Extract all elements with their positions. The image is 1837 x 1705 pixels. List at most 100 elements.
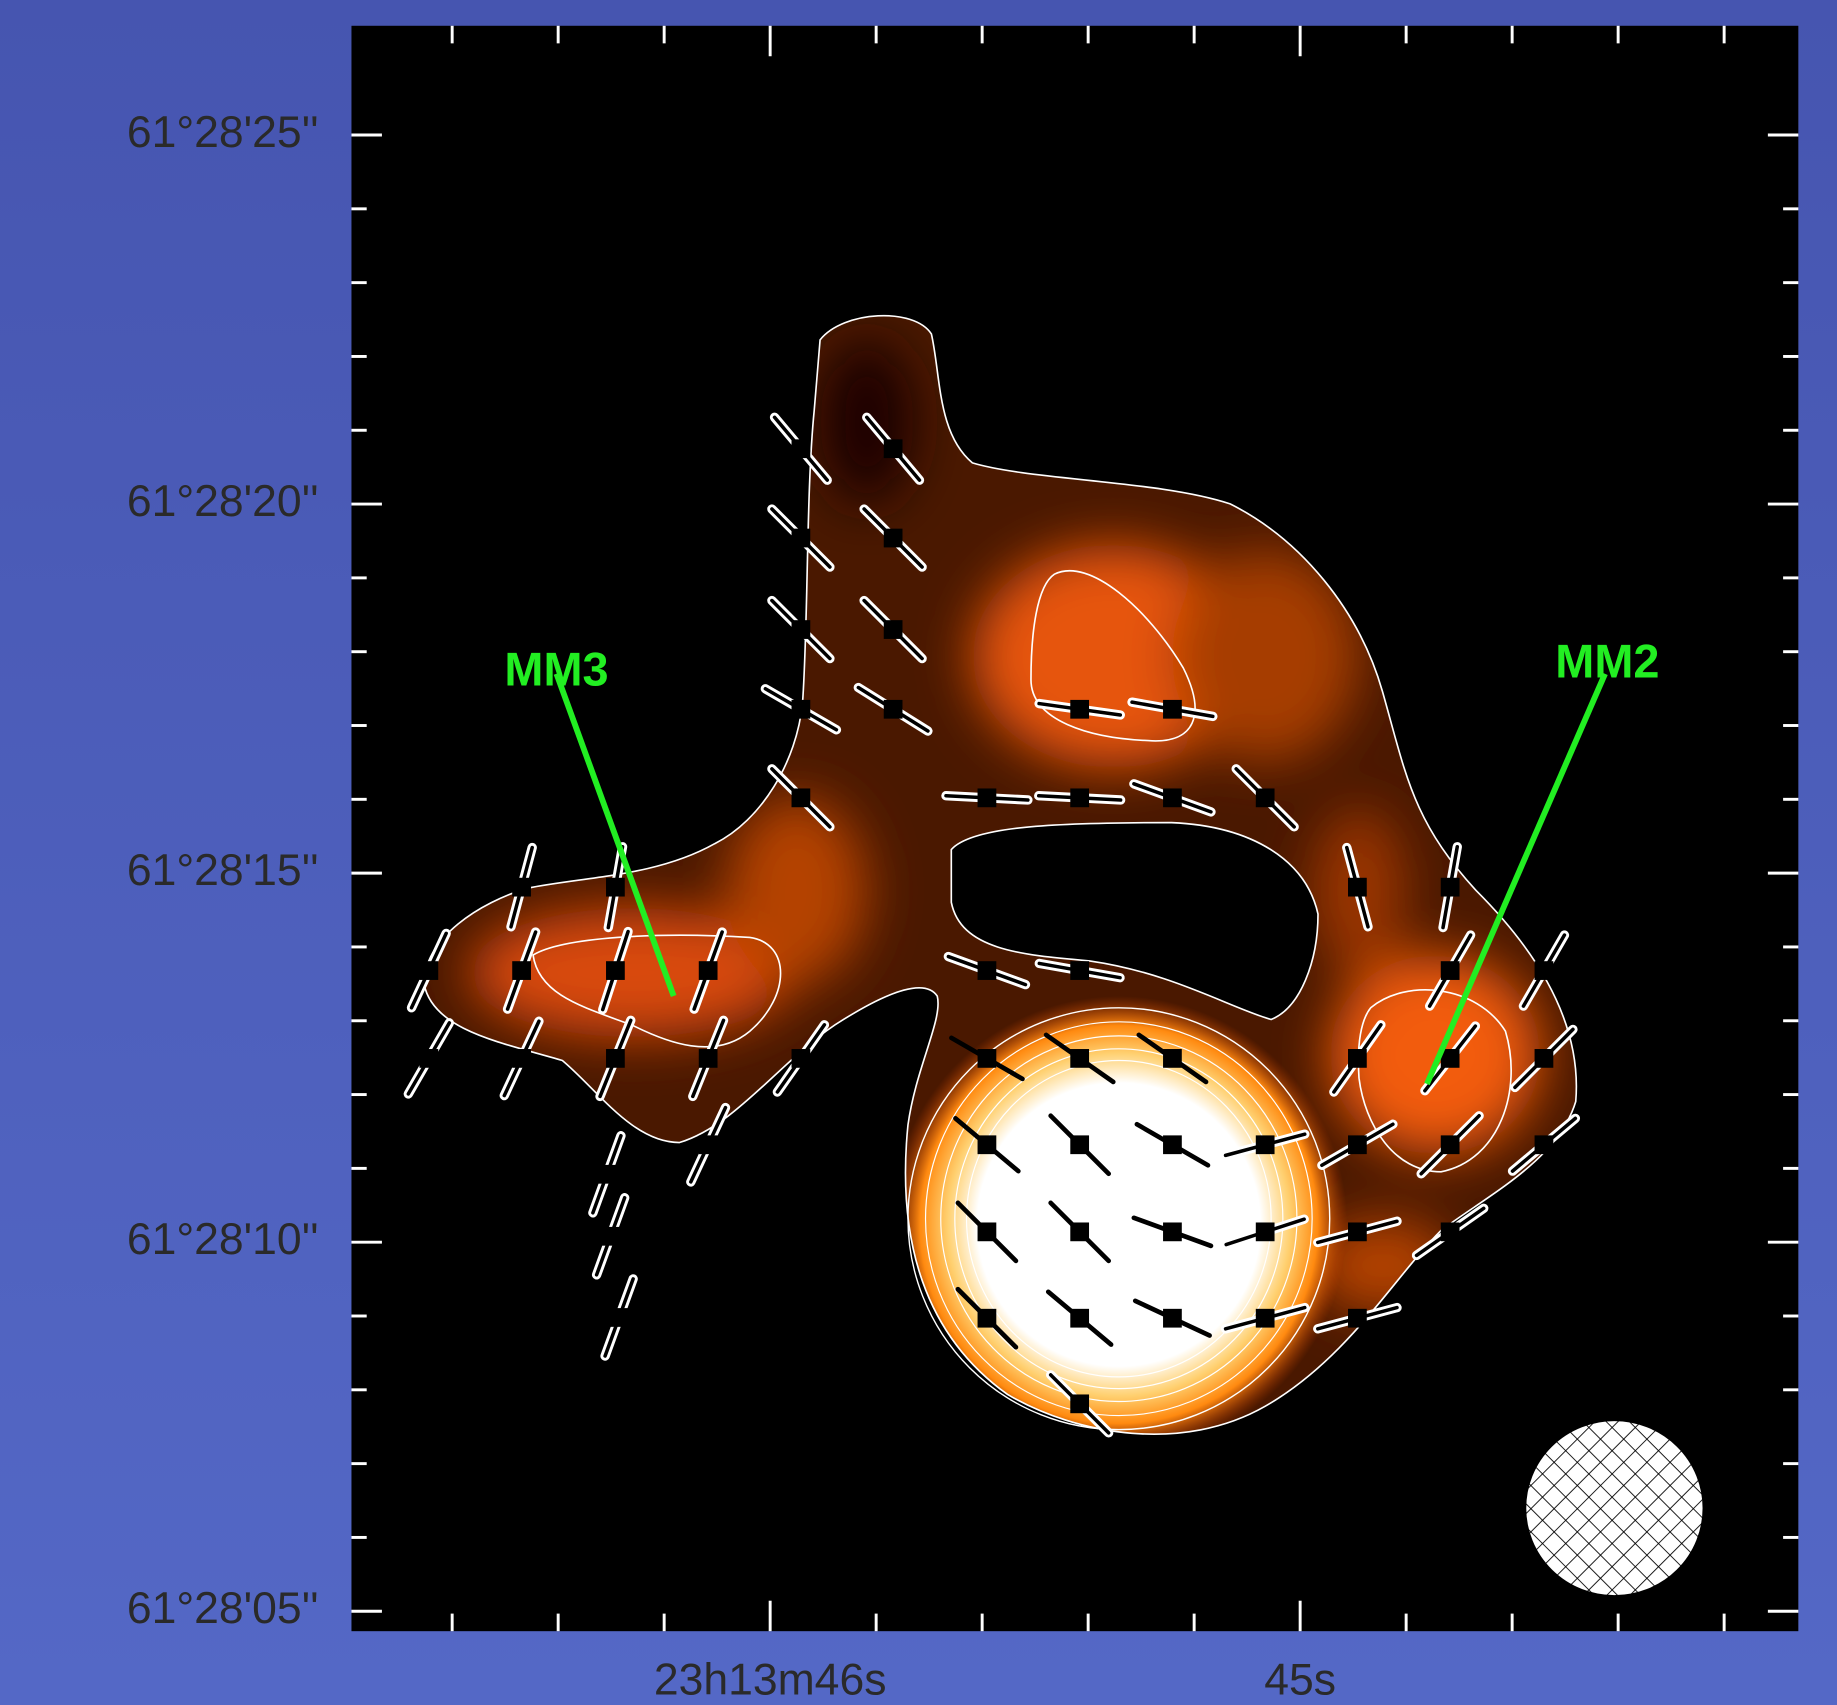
polarization-vector [1329,1020,1386,1097]
polarization-vector [949,1035,1025,1082]
pixel-marker [512,1049,531,1068]
polarization-vector [1048,1200,1112,1264]
annotation-line [1424,672,1608,1086]
pixel-marker [1070,788,1090,808]
polarization-vector [859,595,927,664]
polarization-vector [1043,1032,1116,1085]
pixel-marker [1255,788,1275,808]
polarization-vector [1342,842,1373,932]
polarization-vector [506,842,537,932]
pixel-marker [597,1164,617,1184]
polarization-vector [1313,1302,1402,1334]
x-tick-label: 45s [1264,1655,1336,1704]
pixel-marker [1440,877,1460,897]
pixel-marker [1163,1308,1182,1328]
pixel-marker [1534,1049,1554,1068]
polarization-vector [406,928,451,1013]
pixel-marker [1440,961,1460,980]
pixel-marker [1534,1135,1554,1155]
polarization-vector [1131,1215,1214,1249]
polarization-vector [502,927,541,1014]
polarization-vector [1507,1113,1581,1176]
pixel-marker [512,961,531,980]
polarization-vector [1220,1129,1310,1161]
pixel-marker [606,1049,625,1068]
polarization-vector [767,504,835,572]
pixel-marker [606,961,625,980]
pixel-marker [606,877,625,897]
polarization-vector [1048,1113,1112,1177]
polarization-vector [1317,1119,1398,1170]
pixel-marker [977,1222,997,1242]
y-tick-label: 61°28'10'' [127,1215,319,1264]
polarization-vector [955,1200,1019,1264]
pixel-marker [1070,1394,1090,1414]
pixel-marker [1440,1222,1460,1242]
pixel-marker [1070,961,1090,980]
pixel-marker [1348,1222,1367,1242]
polarization-vector [591,1193,630,1280]
beam [1524,1419,1705,1597]
pixel-marker [1440,1135,1460,1155]
pixel-marker [1163,699,1182,719]
pixel-marker [883,620,903,639]
polarization-vector [1129,779,1216,817]
polarization-vector [1136,1032,1209,1085]
polarization-vector [499,1016,544,1101]
polarization-vector [1420,1021,1481,1096]
polarization-vector [603,842,628,933]
y-tick-label: 61°28'25'' [127,108,319,157]
pixel-marker [698,1049,718,1068]
pixel-marker [698,961,718,980]
pixel-marker [419,961,439,980]
y-tick-label: 61°28'05'' [127,1584,319,1633]
polarization-vector [1424,930,1476,1011]
polarization-vector [1416,1111,1484,1179]
pixel-marker [1255,1308,1275,1328]
pixel-marker [1348,1308,1367,1328]
polarization-vector [1313,1216,1402,1248]
pixel-marker [698,1135,718,1155]
polarization-vector [1132,1298,1212,1338]
polarization-vector [859,504,927,572]
polarization-vector [767,595,835,664]
polarization-vector [1518,930,1570,1011]
polarization-vector [955,1286,1019,1350]
pixel-marker [791,528,811,548]
polarization-vector [1134,1121,1211,1168]
polarization-vector [1221,1214,1309,1250]
pixel-marker [1163,1049,1182,1068]
pixel-marker [1440,1049,1460,1068]
pixel-marker [512,877,531,897]
pixel-marker [1163,1135,1182,1155]
pixel-marker [791,1049,811,1068]
polarization-vector [1034,958,1125,983]
polarization-vector [1438,842,1462,933]
polarization-vector [1411,1203,1489,1261]
polarization-vector [760,684,842,735]
x-tick-label: 23h13m46s [654,1655,887,1704]
polarization-vector [772,1020,830,1097]
pixel-marker [1255,1222,1275,1242]
polarization-vector [853,682,933,736]
y-tick-label: 61°28'15'' [127,846,319,895]
annotation-line [553,672,677,998]
polarization-vector [1034,788,1126,808]
polarization-vector [862,412,925,485]
polarization-vector [1045,1289,1114,1347]
pixel-marker [883,699,903,719]
pixel-marker [1163,1222,1182,1242]
pixel-marker [609,1308,629,1327]
pixel-marker [1070,699,1090,719]
polarization-vector [941,788,1033,808]
pixel-marker [1348,877,1367,897]
polarization-vector [600,1274,638,1361]
pixel-marker [1070,1308,1090,1328]
pixel-marker [791,620,811,639]
polarization-vector [595,1015,636,1102]
pixel-marker [419,1049,439,1068]
polarization-vector [943,951,1031,990]
pixel-marker [791,439,811,459]
pixel-marker [977,1135,997,1155]
